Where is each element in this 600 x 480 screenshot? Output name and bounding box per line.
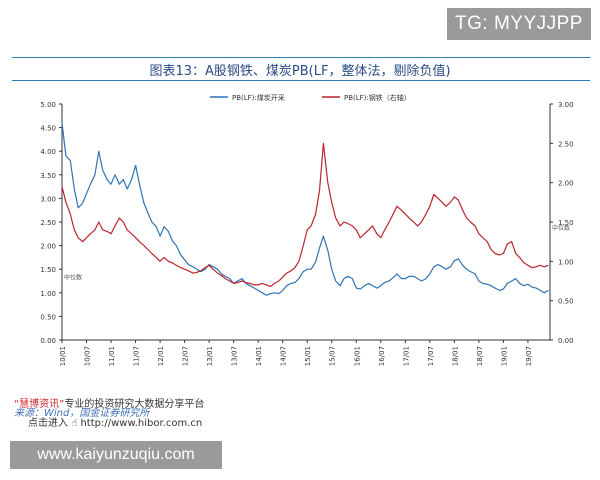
x-tick-label: 15/01 [304,346,312,366]
y-left-tick-label: 4.50 [40,125,56,133]
x-tick-label: 11/07 [133,346,141,366]
footer-url[interactable]: http://www.hibor.com.cn [80,418,203,429]
footer-link-line[interactable]: 点击进入 ☝ http://www.hibor.com.cn [28,414,202,429]
x-tick-label: 10/07 [84,346,92,366]
y-left-tick-label: 0.50 [40,313,56,321]
y-right-tick-label: 3.00 [558,101,574,109]
watermark-top: TG: MYYJJPP [447,8,591,40]
y-left-tick-label: 2.00 [40,243,56,251]
x-tick-label: 10/01 [59,346,67,366]
y-left-tick-label: 0.00 [40,337,56,345]
x-tick-label: 15/07 [329,346,337,366]
title-rule-bottom [12,80,590,81]
title-rule-top [12,57,590,58]
footer-source: 来源：Wind，国金证券研究所 [14,408,150,419]
x-tick-label: 14/07 [280,346,288,366]
y-left-tick-label: 3.50 [40,172,56,180]
x-tick-label: 11/01 [108,346,116,366]
y-left-tick-label: 1.50 [40,266,56,274]
x-tick-label: 13/07 [231,346,239,366]
x-tick-label: 18/01 [451,346,459,366]
x-tick-label: 14/01 [255,346,263,366]
x-tick-label: 17/07 [427,346,435,366]
footer-brand-line: “慧博资讯”专业的投资研究大数据分享平台 [14,395,204,410]
footer-platform: 专业的投资研究大数据分享平台 [64,399,205,410]
x-tick-label: 18/07 [476,346,484,366]
series-line-steel [61,142,549,288]
legend-label-steel: PB(LF):钢铁（右轴） [344,93,411,102]
y-right-tick-label: 1.50 [558,219,574,227]
legend-label-coal: PB(LF):煤炭开采 [232,93,285,102]
y-right-tick-label: 2.50 [558,140,574,148]
x-tick-label: 12/07 [182,346,190,366]
chart-title: 图表13：A股钢铁、煤炭PB(LF，整体法，剔除负值) [149,64,451,79]
footer-brand: “慧博资讯” [14,399,65,410]
cursor-icon: ☝ [71,418,78,429]
x-tick-label: 19/07 [525,346,533,366]
y-left-tick-label: 3.00 [40,195,56,203]
x-tick-label: 16/01 [353,346,361,366]
y-right-tick-label: 2.00 [558,180,574,188]
right-median-label: 中位数 [552,224,570,232]
y-left-tick-label: 2.50 [40,219,56,227]
y-right-tick-label: 1.00 [558,258,574,266]
x-tick-label: 13/01 [206,346,214,366]
y-right-tick-label: 0.50 [558,298,574,306]
y-left-tick-label: 5.00 [40,101,56,109]
chart-area: 0.00 0.50 1.00 1.50 2.00 2.50 3.00 3.50 4.00 4.50… [40,93,574,366]
x-tick-label: 12/01 [157,346,165,366]
footer-click[interactable]: 点击进入 [28,418,68,429]
watermark-bottom: www.kaiyunzuqiu.com [10,441,222,469]
x-tick-label: 19/01 [500,346,508,366]
left-median-label: 中位数 [64,273,82,281]
x-tick-label: 17/01 [402,346,410,366]
y-left-tick-label: 1.00 [40,290,56,298]
y-right-tick-label: 0.00 [558,337,574,345]
y-left-tick-label: 4.00 [40,148,56,156]
x-tick-label: 16/07 [378,346,386,366]
series-line-coal [61,122,549,296]
